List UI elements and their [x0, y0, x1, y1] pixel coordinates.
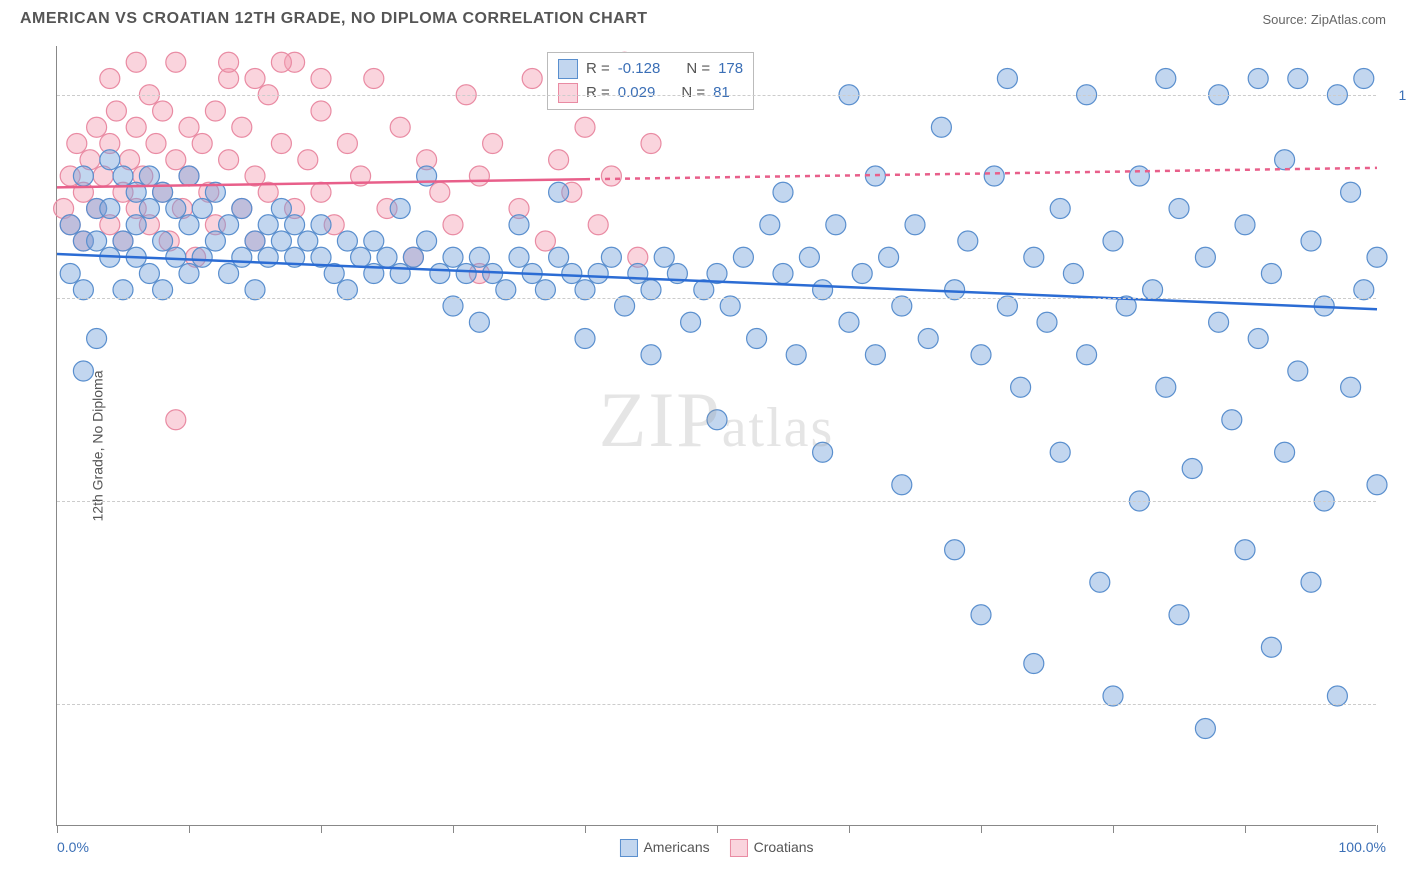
legend-label-croatians: Croatians [754, 839, 814, 855]
x-tick [321, 825, 322, 833]
x-max-label: 100.0% [1339, 839, 1386, 855]
gridline [57, 704, 1376, 705]
n-label: N = [681, 81, 705, 105]
x-tick [981, 825, 982, 833]
gridline [57, 298, 1376, 299]
legend-label-americans: Americans [643, 839, 709, 855]
legend-swatch-americans-icon [619, 839, 637, 857]
gridline [57, 501, 1376, 502]
x-tick [57, 825, 58, 833]
legend-swatch-croatians-icon [730, 839, 748, 857]
x-tick [189, 825, 190, 833]
x-tick [1377, 825, 1378, 833]
legend-swatch-americans [558, 59, 578, 79]
chart-title: AMERICAN VS CROATIAN 12TH GRADE, NO DIPL… [20, 10, 648, 28]
y-tick-label: 75.0% [1386, 493, 1406, 509]
chart-plot-area: ZIPatlas R = -0.128 N = 178 R = 0.029 N … [56, 46, 1376, 826]
source-label: Source: ZipAtlas.com [1262, 12, 1386, 27]
y-tick-label: 100.0% [1386, 87, 1406, 103]
r-value-americans: -0.128 [618, 57, 661, 81]
x-tick [717, 825, 718, 833]
x-tick [849, 825, 850, 833]
x-tick [585, 825, 586, 833]
x-min-label: 0.0% [57, 839, 89, 855]
scatter-svg [57, 46, 1376, 825]
x-tick [1245, 825, 1246, 833]
y-tick-label: 87.5% [1386, 290, 1406, 306]
x-tick [1113, 825, 1114, 833]
y-tick-label: 62.5% [1386, 696, 1406, 712]
series-legend: Americans Croatians [619, 839, 813, 857]
correlation-legend: R = -0.128 N = 178 R = 0.029 N = 81 [547, 52, 754, 110]
gridline [57, 95, 1376, 96]
r-label: R = [586, 81, 610, 105]
r-label: R = [586, 57, 610, 81]
x-tick [453, 825, 454, 833]
n-label: N = [686, 57, 710, 81]
n-value-croatians: 81 [713, 81, 730, 105]
r-value-croatians: 0.029 [618, 81, 656, 105]
legend-swatch-croatians [558, 83, 578, 103]
n-value-americans: 178 [718, 57, 743, 81]
